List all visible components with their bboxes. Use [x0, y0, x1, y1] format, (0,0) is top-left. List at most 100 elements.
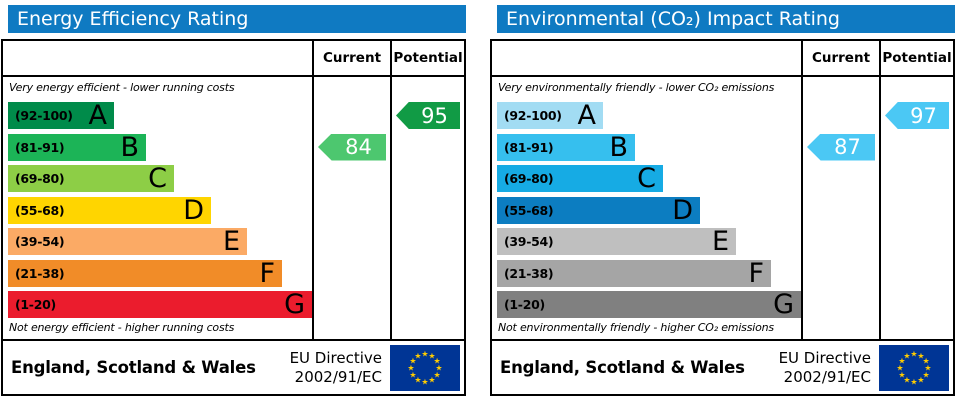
- svg-text:★: ★: [428, 351, 435, 360]
- rating-band-b: (81-91) B: [497, 131, 635, 163]
- region-label: England, Scotland & Wales: [500, 358, 745, 377]
- energy-panel-title: Energy Efficiency Rating: [17, 8, 249, 30]
- environmental-band-scale: Very environmentally friendly - lower CO…: [492, 77, 801, 339]
- bottom-note: Not energy efficient - higher running co…: [9, 321, 235, 334]
- rating-band-e: (39-54) E: [8, 228, 247, 255]
- svg-text:★: ★: [898, 356, 905, 365]
- svg-text:★: ★: [435, 363, 442, 372]
- eu-directive-label: EU Directive 2002/91/EC: [778, 348, 871, 386]
- potential-column-header: Potential: [879, 41, 953, 77]
- svg-text:★: ★: [421, 349, 428, 358]
- eu-directive-label: EU Directive 2002/91/EC: [289, 348, 382, 386]
- rating-band-e: (39-54) E: [497, 228, 736, 255]
- rating-band-d: (55-68) D: [497, 194, 700, 226]
- band-range-label: (92-100): [504, 108, 562, 123]
- current-column-header: Current: [801, 41, 879, 77]
- potential-rating-value: 95: [421, 103, 448, 128]
- svg-text:★: ★: [923, 356, 930, 365]
- energy-title-bar: Energy Efficiency Rating: [8, 5, 466, 33]
- band-range-label: (55-68): [504, 202, 554, 218]
- potential-rating-arrow-icon: 97: [885, 102, 949, 129]
- svg-text:★: ★: [898, 370, 905, 379]
- environmental-title-bar: Environmental (CO₂) Impact Rating: [497, 5, 955, 33]
- rating-band-a: (92-100) A: [8, 102, 114, 129]
- band-range-label: (39-54): [504, 234, 554, 249]
- region-label: England, Scotland & Wales: [11, 358, 256, 377]
- band-range-label: (69-80): [15, 171, 65, 186]
- bottom-note: Not environmentally friendly - higher CO…: [498, 321, 774, 334]
- svg-text:★: ★: [407, 363, 414, 372]
- rating-band-f: (21-38) F: [8, 259, 282, 287]
- band-letter: E: [222, 226, 240, 257]
- svg-text:★: ★: [923, 370, 930, 379]
- energy-band-scale: Very energy efficient - lower running co…: [3, 77, 312, 339]
- band-letter: C: [637, 163, 656, 194]
- energy-efficiency-panel: Energy Efficiency Rating Current Potenti…: [1, 5, 466, 396]
- current-rating-cell: 84: [312, 77, 390, 339]
- svg-text:★: ★: [910, 349, 917, 358]
- current-rating-value: 84: [345, 135, 372, 159]
- band-letter: B: [120, 131, 139, 163]
- table-footer: England, Scotland & Wales EU Directive 2…: [3, 339, 464, 394]
- band-range-label: (21-38): [504, 265, 554, 281]
- rating-band-f: (21-38) F: [497, 257, 771, 289]
- rating-band-b: (81-91) B: [8, 131, 146, 163]
- rating-band-a: (92-100) A: [497, 102, 603, 129]
- current-rating-arrow-icon: 87: [807, 133, 875, 161]
- potential-column-header: Potential: [390, 41, 464, 77]
- svg-text:★: ★: [896, 363, 903, 372]
- band-letter: B: [609, 131, 628, 163]
- potential-rating-cell: 97: [879, 77, 953, 339]
- top-note: Very energy efficient - lower running co…: [9, 81, 235, 94]
- band-range-label: (1-20): [15, 297, 56, 312]
- current-rating-cell: 87: [801, 77, 879, 339]
- svg-text:★: ★: [409, 370, 416, 379]
- band-range-label: (39-54): [15, 234, 65, 249]
- top-note: Very environmentally friendly - lower CO…: [498, 81, 775, 94]
- band-letter: D: [672, 194, 693, 226]
- svg-text:★: ★: [903, 375, 910, 384]
- current-rating-value: 87: [834, 135, 861, 159]
- rating-band-d: (55-68) D: [8, 194, 211, 226]
- energy-rating-table: Current Potential Very energy efficient …: [1, 39, 466, 396]
- svg-text:★: ★: [917, 351, 924, 360]
- current-column-header: Current: [312, 41, 390, 77]
- table-footer: England, Scotland & Wales EU Directive 2…: [492, 339, 953, 394]
- band-letter: A: [577, 100, 596, 131]
- rating-band-g: (1-20) G: [497, 291, 801, 318]
- band-letter: F: [748, 257, 764, 289]
- svg-text:★: ★: [421, 377, 428, 386]
- environmental-impact-panel: Environmental (CO₂) Impact Rating Curren…: [490, 5, 955, 396]
- band-range-label: (69-80): [504, 171, 554, 186]
- svg-text:★: ★: [434, 370, 441, 379]
- band-letter: E: [711, 226, 729, 257]
- band-letter: D: [183, 194, 204, 226]
- potential-rating-arrow-icon: 95: [396, 102, 460, 129]
- svg-text:★: ★: [910, 377, 917, 386]
- band-range-label: (92-100): [15, 108, 73, 123]
- svg-text:★: ★: [903, 351, 910, 360]
- band-letter: C: [148, 163, 167, 194]
- environmental-panel-title: Environmental (CO₂) Impact Rating: [506, 8, 840, 30]
- svg-text:★: ★: [409, 356, 416, 365]
- potential-rating-cell: 95: [390, 77, 464, 339]
- rating-band-c: (69-80) C: [8, 165, 174, 192]
- svg-text:★: ★: [434, 356, 441, 365]
- band-letter: G: [773, 289, 794, 320]
- band-letter: G: [284, 289, 305, 320]
- band-letter: A: [88, 100, 107, 131]
- eu-flag-icon: ★ ★★★★★★★★★★★: [390, 344, 460, 391]
- scale-header-spacer: [492, 41, 801, 77]
- svg-text:★: ★: [414, 351, 421, 360]
- potential-rating-value: 97: [910, 103, 937, 128]
- band-range-label: (1-20): [504, 297, 545, 312]
- current-rating-arrow-icon: 84: [318, 133, 386, 161]
- scale-header-spacer: [3, 41, 312, 77]
- band-range-label: (81-91): [15, 139, 65, 155]
- svg-text:★: ★: [924, 363, 931, 372]
- band-range-label: (21-38): [15, 265, 65, 281]
- eu-flag-icon: ★ ★★★★★★★★★★★: [879, 344, 949, 391]
- svg-text:★: ★: [917, 375, 924, 384]
- environmental-rating-table: Current Potential Very environmentally f…: [490, 39, 955, 396]
